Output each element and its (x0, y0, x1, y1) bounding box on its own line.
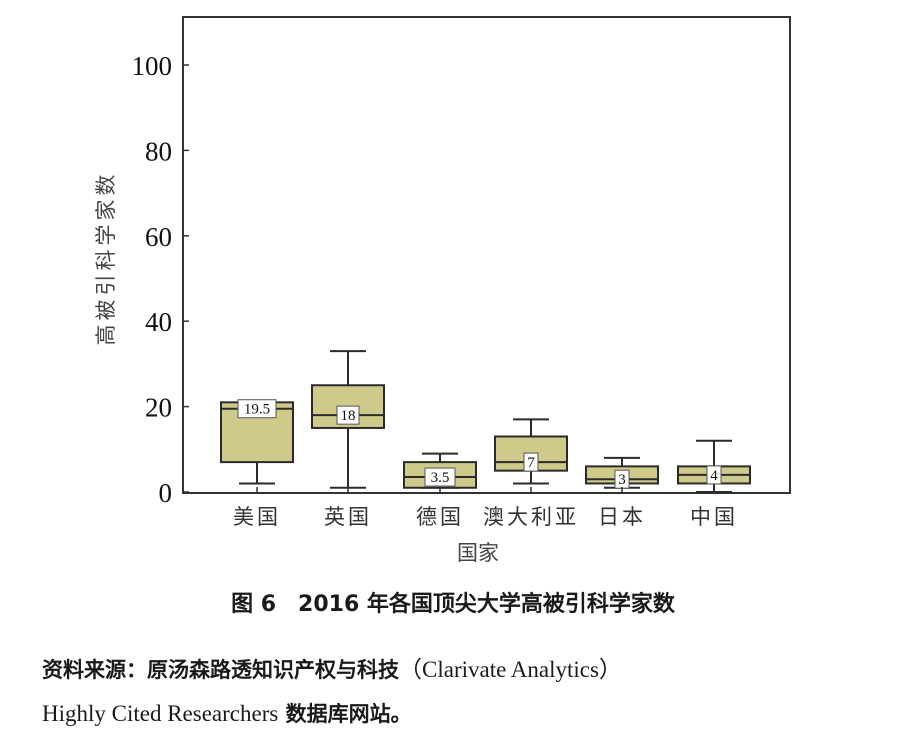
y-tick-label: 20 (145, 393, 172, 423)
median-label-box (336, 405, 360, 425)
source-text-en-2: Highly Cited Researchers (42, 701, 279, 726)
x-category-label: 德国 (416, 505, 464, 529)
y-axis-label: 高被引科学家数 (94, 171, 118, 346)
box-1: 18 (311, 350, 385, 489)
median-label: 18 (341, 408, 356, 424)
x-category-label: 中国 (690, 505, 738, 529)
y-tick-label: 80 (145, 136, 172, 166)
x-category-label: 美国 (233, 505, 281, 529)
y-tick-label: 40 (145, 307, 172, 337)
box-0: 19.5 (220, 399, 294, 485)
median-label-box (237, 399, 277, 419)
median-label: 4 (710, 468, 718, 484)
y-tick-label: 100 (132, 51, 173, 81)
median-label: 19.5 (244, 402, 270, 418)
y-tick-label: 60 (145, 222, 172, 252)
median-label-box (523, 452, 539, 472)
x-category-label: 日本 (598, 505, 646, 529)
y-axis: 0 20 40 60 80 100 (132, 51, 189, 508)
x-category-label: 澳大利亚 (483, 505, 579, 529)
x-category-label: 英国 (324, 505, 372, 529)
median-label-box (424, 467, 456, 487)
median-label: 3.5 (431, 470, 450, 486)
y-tick-label: 0 (159, 478, 173, 508)
boxes: 19.5 18 3.5 7 3 4 (220, 350, 751, 493)
figure-caption: 图 6 2016 年各国顶尖大学高被引科学家数 (231, 592, 675, 617)
x-axis: 美国 英国 德国 澳大利亚 日本 中国 (233, 487, 738, 529)
median-label: 3 (618, 472, 626, 488)
box-3: 7 (494, 418, 568, 485)
source-text-cn-2: 数据库网站。 (278, 702, 412, 726)
median-label: 7 (527, 455, 535, 471)
box-plot-chart: 0 20 40 60 80 100 19.5 18 3.5 7 3 4 美国 英国 德国 澳大利亚 日本 中国… (94, 16, 791, 565)
median-label-box (706, 465, 722, 485)
x-axis-label: 国家 (457, 541, 499, 565)
source-text-cn-1: 资料来源：原汤森路透知识产权与科技 (42, 658, 399, 682)
source-text-en-1: （Clarivate Analytics） (399, 657, 622, 682)
source-note: 资料来源：原汤森路透知识产权与科技（Clarivate Analytics） H… (42, 648, 882, 736)
box-4: 3 (585, 456, 659, 489)
